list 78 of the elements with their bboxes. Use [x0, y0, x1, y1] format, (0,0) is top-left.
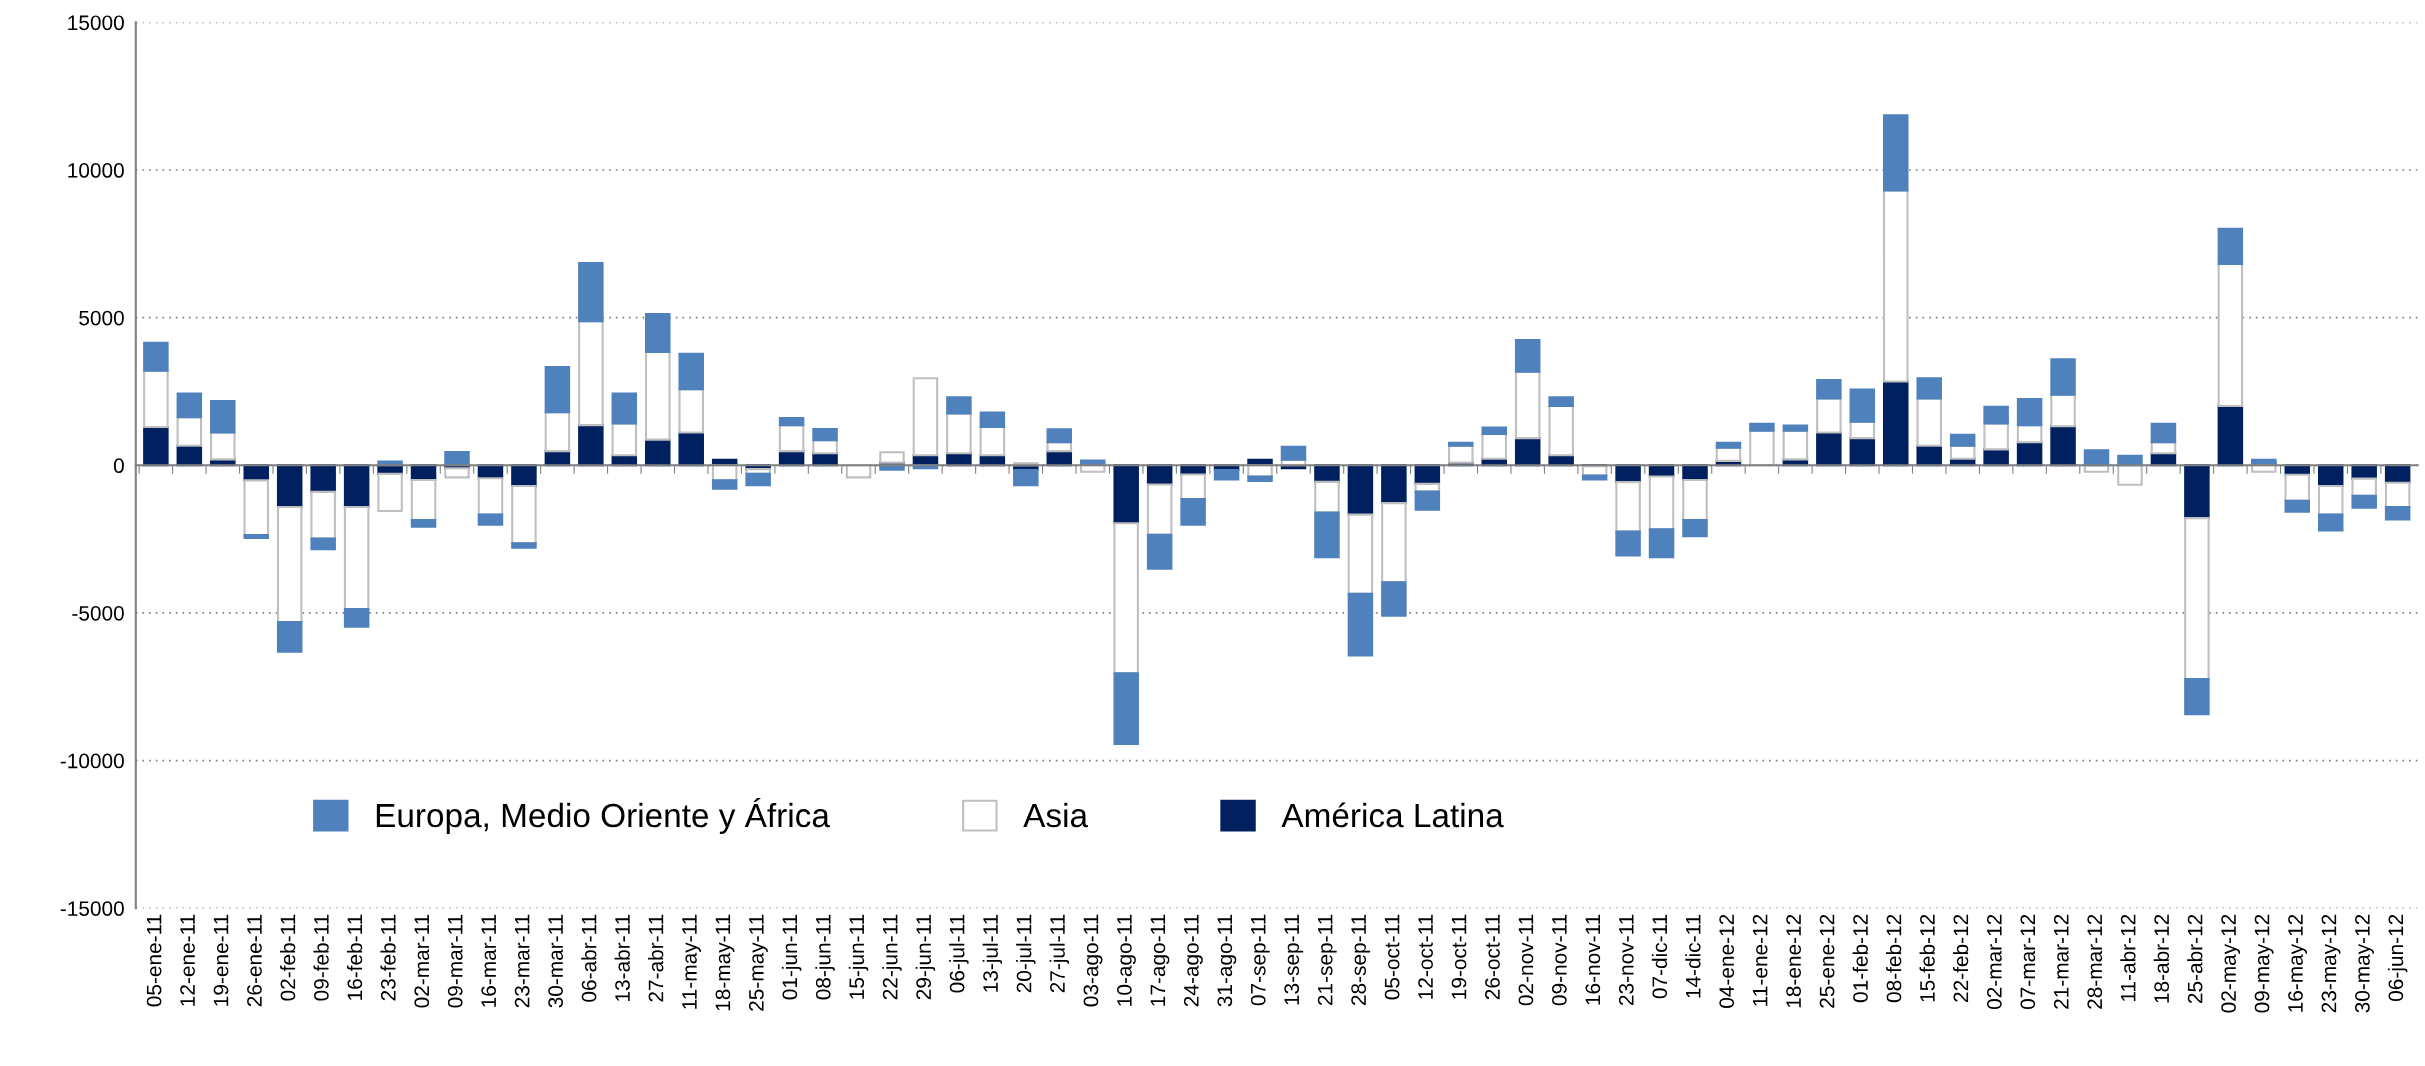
x-tick-label: 29-jun-11	[915, 914, 936, 1000]
x-tick-label: 16-nov-11	[1585, 914, 1601, 1005]
x-tick-label: 21-sep-11	[1317, 914, 1337, 1005]
x-tick-label: 13-jul-11	[982, 914, 1003, 992]
x-tick-label: 27-jul-11	[1049, 914, 1069, 993]
legend-label: Europa, Medio Oriente y África	[376, 798, 830, 834]
x-tick-label: 03-ago-11	[1083, 914, 1103, 1007]
legend-label: América Latina	[1281, 802, 1504, 828]
x-tick-label: 28-mar-12	[2087, 914, 2103, 1009]
x-tick-label: 08-feb-12	[1886, 914, 1902, 1003]
x-tick-label: 31-ago-11	[1217, 914, 1237, 1007]
x-tick-label: 09-feb-11	[313, 914, 329, 1001]
x-tick-label: 19-oct-11	[1451, 914, 1467, 999]
x-tick-label: 26-ene-11	[247, 914, 262, 1007]
x-tick-label: 09-may-12	[2254, 914, 2274, 1013]
y-tick-label: -5000	[72, 605, 124, 621]
x-tick-label: 02-mar-12	[1986, 914, 2002, 1010]
x-tick-label: 18-abr-12	[2153, 914, 2170, 1003]
x-tick-label: 09-mar-11	[447, 914, 463, 1008]
x-tick-label: 28-sep-11	[1351, 914, 1371, 1005]
x-tick-label: 25-abr-12	[2187, 914, 2203, 1004]
legend-label: Asia	[1023, 802, 1089, 828]
x-tick-label: 19-ene-11	[213, 914, 229, 1006]
y-tick-label: 0	[113, 458, 124, 474]
x-tick-label: 02-nov-11	[1518, 914, 1534, 1006]
x-tick-label: 13-abr-11	[614, 914, 630, 1001]
x-tick-label: 25-may-11	[748, 914, 768, 1011]
x-tick-label: 07-mar-12	[2020, 914, 2036, 1010]
x-tick-label: 12-oct-11	[1418, 914, 1433, 999]
x-tick-label: 02-may-12	[2221, 914, 2241, 1013]
x-tick-label: 22-feb-12	[1952, 914, 1969, 1002]
x-tick-label: 18-ene-12	[1786, 914, 1801, 1008]
x-tick-label: 06-abr-11	[581, 914, 597, 1002]
x-tick-label: 05-oct-11	[1384, 914, 1400, 1000]
y-tick-label: -10000	[60, 753, 124, 769]
x-tick-label: 10-ago-11	[1117, 914, 1136, 1006]
x-tick-label: 09-nov-11	[1552, 914, 1567, 1006]
x-tick-label: 16-may-12	[2288, 914, 2307, 1012]
x-tick-label: 11-abr-12	[2120, 914, 2136, 1001]
x-tick-label: 16-feb-11	[346, 914, 363, 1000]
x-tick-label: 06-jul-11	[949, 914, 969, 993]
x-tick-label: 15-feb-12	[1919, 914, 1935, 1002]
x-tick-label: 23-nov-11	[1618, 914, 1634, 1005]
y-tick-label: -15000	[60, 901, 124, 916]
x-tick-label: 01-feb-12	[1852, 914, 1868, 1003]
x-tick-label: 13-sep-11	[1284, 914, 1304, 1005]
x-tick-label: 21-mar-12	[2053, 914, 2069, 1009]
x-tick-label: 11-ene-12	[1752, 914, 1768, 1006]
x-tick-label: 27-abr-11	[648, 914, 664, 1002]
x-tick-label: 23-may-12	[2321, 914, 2341, 1013]
x-tick-label: 01-jun-11	[781, 914, 802, 1000]
x-tick-label: 30-mar-11	[548, 914, 563, 1008]
x-tick-label: 07-sep-11	[1250, 914, 1270, 1006]
x-tick-label: 12-ene-11	[180, 914, 195, 1006]
x-tick-label: 25-ene-12	[1819, 914, 1835, 1008]
x-tick-label: 08-jun-11	[815, 914, 835, 1000]
x-tick-label: 06-jun-12	[2387, 914, 2408, 1001]
y-tick-label: 5000	[79, 310, 124, 326]
x-tick-label: 02-mar-11	[414, 914, 430, 1008]
x-tick-label: 14-dic-11	[1685, 914, 1701, 998]
x-tick-label: 22-jun-11	[882, 914, 902, 1000]
x-tick-label: 11-may-11	[682, 914, 701, 1009]
x-tick-label: 07-dic-11	[1651, 914, 1668, 999]
y-tick-label: 15000	[68, 15, 124, 31]
x-tick-label: 16-mar-11	[481, 914, 497, 1007]
x-tick-label: 18-may-11	[715, 914, 735, 1011]
x-tick-label: 17-ago-11	[1150, 914, 1170, 1006]
x-tick-label: 30-may-12	[2355, 914, 2374, 1013]
x-tick-label: 24-ago-11	[1183, 914, 1203, 1007]
x-tick-label: 23-mar-11	[514, 914, 530, 1008]
x-tick-label: 04-ene-12	[1719, 914, 1735, 1008]
x-tick-label: 23-feb-11	[380, 914, 396, 1001]
x-tick-label: 02-feb-11	[280, 914, 296, 1001]
x-tick-label: 26-oct-11	[1485, 914, 1500, 1000]
x-tick-label: 15-jun-11	[848, 914, 869, 999]
x-tick-label: 20-jul-11	[1016, 914, 1036, 993]
x-tick-label: 05-ene-11	[146, 914, 162, 1007]
y-tick-label: 10000	[68, 163, 124, 178]
